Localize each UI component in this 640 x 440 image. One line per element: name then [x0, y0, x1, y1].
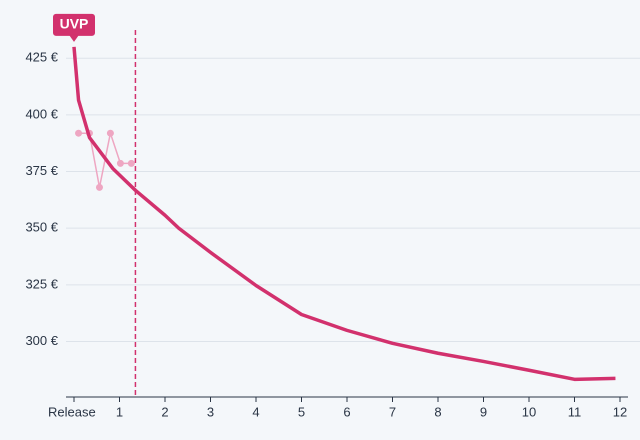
point [75, 129, 83, 137]
y-tick-label: 400 € [25, 106, 58, 121]
x-tick-label: 1 [116, 404, 123, 419]
y-tick-label: 325 € [25, 276, 58, 291]
x-tick-label: 7 [389, 404, 396, 419]
x-tick-label: 8 [434, 404, 441, 419]
y-tick-label: 425 € [25, 50, 58, 65]
y-tick-label: 350 € [25, 220, 58, 235]
y-tick-label: 375 € [25, 163, 58, 178]
x-tick-label: 5 [298, 404, 305, 419]
x-tick-label: Release [48, 404, 96, 419]
point [95, 183, 103, 191]
annotation-pointer [69, 34, 79, 42]
x-tick-label: 2 [161, 404, 168, 419]
annotation-box [53, 13, 95, 36]
point [116, 159, 124, 167]
y-tick-label: 300 € [25, 333, 58, 348]
x-tick-label: 4 [252, 404, 259, 419]
x-tick-label: 3 [207, 404, 214, 419]
x-tick-label: 11 [568, 404, 582, 419]
point [127, 159, 135, 167]
x-tick-label: 12 [613, 404, 627, 419]
series-line [72, 46, 616, 382]
x-tick-label: 9 [480, 404, 487, 419]
x-tick-label: 6 [343, 404, 350, 419]
annotation-label: UVP [60, 16, 89, 32]
x-tick-label: 10 [522, 404, 536, 419]
point [106, 129, 114, 137]
